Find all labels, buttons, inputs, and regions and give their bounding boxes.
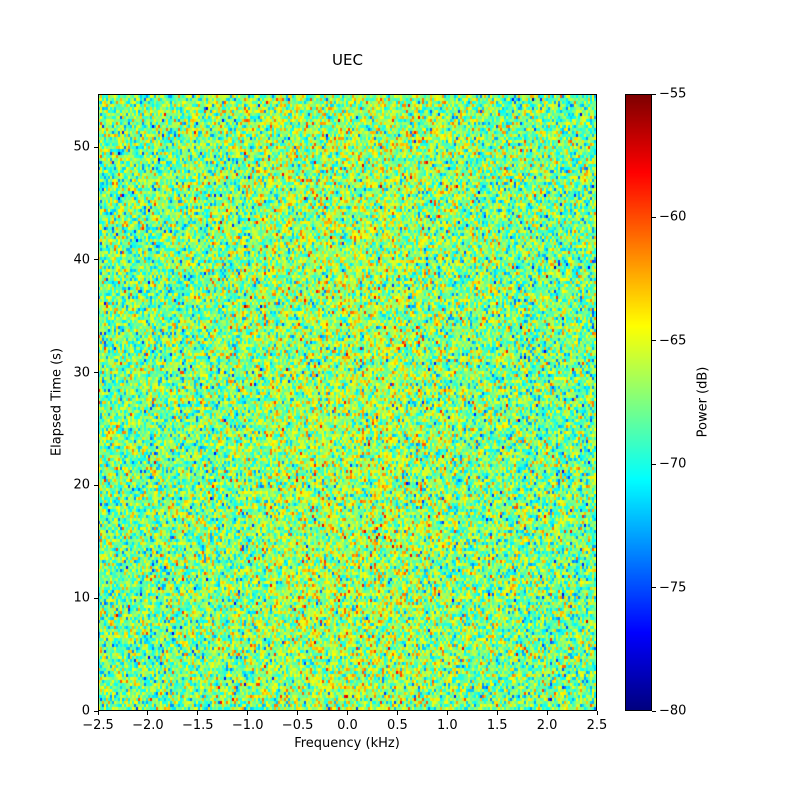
y-tick-mark <box>94 597 98 599</box>
colorbar-tick-mark <box>652 587 656 589</box>
x-tick-mark <box>297 711 299 715</box>
x-tick-mark <box>546 711 548 715</box>
colorbar-tick-label: −60 <box>659 209 687 225</box>
colorbar-tick-mark <box>652 93 656 95</box>
x-tick-label: −2.0 <box>132 718 164 733</box>
y-tick-mark <box>94 484 98 486</box>
x-tick-label: −2.5 <box>82 718 114 733</box>
colorbar-tick-label: −65 <box>659 333 687 349</box>
y-tick-mark <box>94 372 98 374</box>
x-tick-mark <box>97 711 99 715</box>
y-tick-label: 30 <box>73 365 90 381</box>
colorbar <box>625 94 652 711</box>
x-tick-mark <box>446 711 448 715</box>
colorbar-tick-label: −55 <box>659 86 687 102</box>
colorbar-label: Power (dB) <box>695 366 711 438</box>
x-tick-label: −0.5 <box>281 718 314 733</box>
y-tick-label: 40 <box>73 252 90 268</box>
colorbar-tick-mark <box>652 216 656 218</box>
spectrogram-canvas <box>99 95 596 710</box>
colorbar-tick-mark <box>652 710 656 712</box>
colorbar-tick-label: −75 <box>659 580 687 596</box>
colorbar-tick-label: −80 <box>659 703 687 719</box>
y-tick-mark <box>94 146 98 148</box>
x-tick-label: −1.5 <box>182 718 214 733</box>
chart-title: UEC <box>332 51 363 69</box>
x-tick-mark <box>147 711 149 715</box>
x-axis-label: Frequency (kHz) <box>294 736 400 751</box>
colorbar-tick-label: −70 <box>659 456 687 472</box>
x-tick-label: 1.0 <box>436 718 458 733</box>
x-tick-label: 2.0 <box>536 718 558 733</box>
y-tick-mark <box>94 710 98 712</box>
x-tick-label: 1.5 <box>486 718 508 733</box>
y-tick-label: 0 <box>81 703 90 719</box>
y-tick-mark <box>94 259 98 261</box>
colorbar-tick-mark <box>652 463 656 465</box>
y-axis-label: Elapsed Time (s) <box>49 347 65 457</box>
x-tick-label: 0.0 <box>337 718 358 733</box>
x-tick-label: 0.5 <box>387 718 408 733</box>
x-tick-mark <box>347 711 348 715</box>
colorbar-tick-mark <box>652 340 656 342</box>
plot-area <box>98 94 597 711</box>
y-tick-label: 10 <box>73 590 90 606</box>
y-tick-label: 50 <box>73 139 90 155</box>
x-tick-label: 2.5 <box>586 718 608 733</box>
colorbar-canvas <box>626 95 651 710</box>
x-tick-mark <box>496 711 498 715</box>
y-tick-label: 20 <box>73 477 90 493</box>
x-tick-label: −1.0 <box>231 718 264 733</box>
x-tick-mark <box>247 711 249 715</box>
x-tick-mark <box>396 711 398 715</box>
x-tick-mark <box>197 711 199 715</box>
x-tick-mark <box>596 711 598 715</box>
